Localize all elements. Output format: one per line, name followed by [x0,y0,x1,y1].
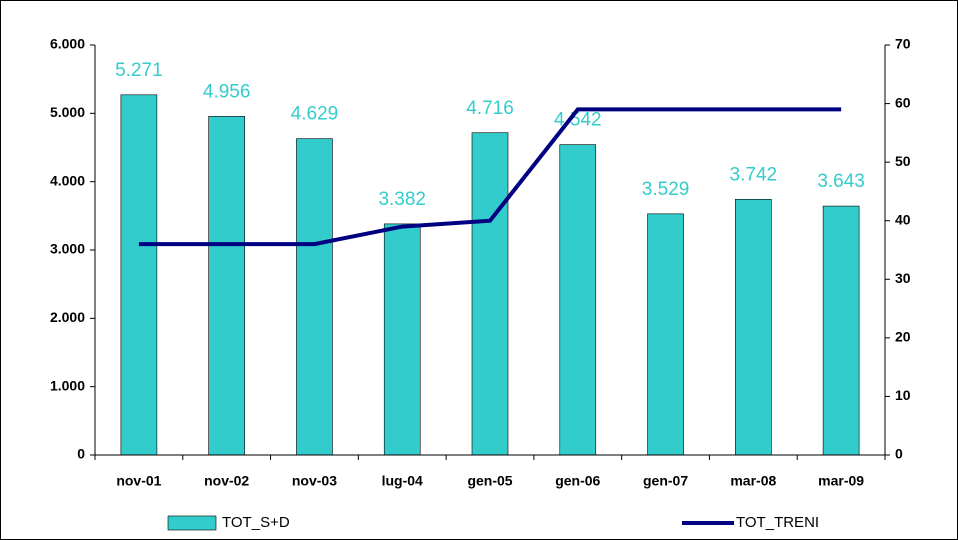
y-tick-label: 1.000 [50,377,85,393]
bar [208,116,245,456]
value-label: 3.643 [817,171,865,192]
value-label: 4.956 [203,81,251,102]
x-tick-label: nov-03 [292,473,337,489]
y-tick-label: 6.000 [50,36,85,52]
value-label: 5.271 [115,60,163,81]
x-tick-label: mar-08 [730,473,776,489]
bar [822,205,860,456]
y2-tick-label: 40 [895,211,911,227]
legend-label: TOT_TRENI [736,514,819,531]
value-label: 3.529 [642,179,690,200]
x-tick-label: nov-01 [116,473,161,489]
bar [647,213,684,456]
bar [471,132,509,456]
x-tick-label: lug-04 [382,473,423,489]
bar [559,144,597,456]
y-tick-label: 2.000 [50,309,85,325]
y-tick-label: 5.000 [50,104,85,120]
y2-tick-label: 30 [895,270,911,286]
line [138,107,842,247]
y2-tick-label: 20 [895,329,911,345]
y2-tick-label: 50 [895,153,911,169]
bar [296,138,333,456]
value-label: 4.716 [466,98,514,119]
x-tick-label: nov-02 [204,473,249,489]
value-label: 3.382 [378,189,426,210]
y2-tick-label: 60 [895,94,911,110]
bar [383,223,421,456]
x-tick-label: mar-09 [818,473,864,489]
y-tick-label: 4.000 [50,172,85,188]
legend-swatch [167,515,217,531]
y2-tick-label: 70 [895,36,911,52]
bar [735,198,772,456]
bar [120,94,158,456]
value-label: 4.629 [291,104,339,125]
value-label: 3.742 [730,164,778,185]
y2-tick-label: 0 [895,446,903,462]
y-tick-label: 3.000 [50,241,85,257]
x-tick-label: gen-05 [467,473,512,489]
y-tick-label: 0 [77,446,85,462]
x-tick-label: gen-06 [555,473,600,489]
y2-tick-label: 10 [895,387,911,403]
legend-label: TOT_S+D [222,514,290,531]
x-tick-label: gen-07 [643,473,688,489]
